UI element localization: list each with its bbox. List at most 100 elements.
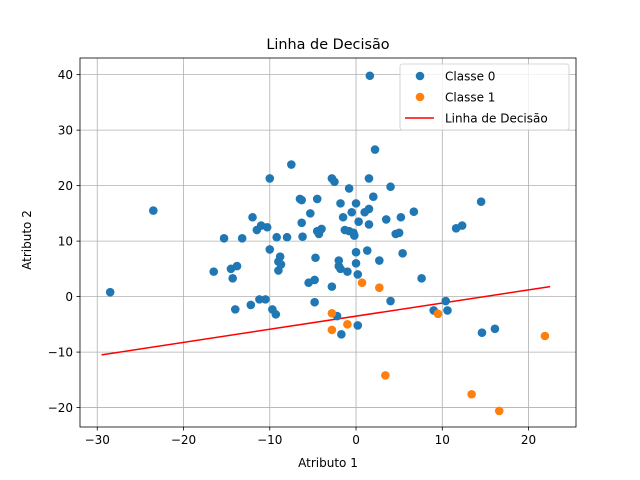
series-0-point xyxy=(477,328,487,337)
series-0-point xyxy=(353,270,363,279)
ticks: −30 −20 −10 0 10 20 −20 −10 0 10 20 30 40 xyxy=(48,68,537,447)
series-0-point xyxy=(310,275,319,285)
series-0-point xyxy=(365,71,375,81)
series-0-point xyxy=(364,220,374,229)
series-0-point xyxy=(375,256,384,265)
x-tick-label: −10 xyxy=(257,433,282,447)
x-tick-label: 20 xyxy=(521,433,536,447)
series-1-point xyxy=(327,308,337,318)
series-0-point xyxy=(336,264,345,274)
series-0-point xyxy=(246,300,256,310)
x-tick-label: −20 xyxy=(171,433,196,447)
decision-line-layer xyxy=(101,285,551,356)
series-0-point xyxy=(370,145,380,154)
series-1-point xyxy=(433,309,443,319)
series-0-point xyxy=(350,231,359,240)
series-1-point xyxy=(375,283,384,293)
series-0-point xyxy=(353,321,363,330)
legend-marker-1 xyxy=(415,92,425,102)
series-0-point xyxy=(312,194,322,204)
series-0-point xyxy=(149,206,158,215)
series-1-point xyxy=(343,320,352,329)
x-tick-label: −30 xyxy=(85,433,110,447)
chart-title: Linha de Decisão xyxy=(266,37,389,53)
series-0-point xyxy=(311,253,320,263)
series-0-point xyxy=(441,296,451,306)
series-1-point xyxy=(357,278,367,288)
series-0-point xyxy=(364,204,374,214)
legend-label-1: Classe 1 xyxy=(445,90,495,104)
series-0-point xyxy=(343,267,352,276)
series-0-point xyxy=(443,306,452,315)
series-0-point xyxy=(364,174,374,183)
series-0-point xyxy=(347,207,357,217)
series-0-point xyxy=(248,212,257,222)
y-tick-label: 40 xyxy=(58,68,73,82)
series-0-point xyxy=(396,212,406,222)
series-0-point xyxy=(330,177,339,187)
plot-frame xyxy=(79,57,577,428)
x-tick-label: 0 xyxy=(352,433,360,447)
y-axis-label: Atributo 2 xyxy=(20,210,34,270)
series-0-point xyxy=(230,305,240,314)
series-0-point xyxy=(275,252,285,261)
series-0-point xyxy=(394,228,404,238)
series-0-point xyxy=(398,249,407,258)
series-0-point xyxy=(265,245,275,254)
legend: Classe 0 Classe 1 Linha de Decisão xyxy=(399,63,570,131)
series-0-point xyxy=(287,160,296,169)
points-layer xyxy=(105,71,550,416)
series-0-point xyxy=(228,273,237,283)
series-0-point xyxy=(276,260,286,269)
series-0-point xyxy=(351,247,361,257)
series-0-point xyxy=(219,234,229,243)
series-0-point xyxy=(344,184,354,193)
series-0-point xyxy=(310,297,319,307)
series-0-point xyxy=(255,295,264,304)
series-0-point xyxy=(457,221,467,230)
series-0-point xyxy=(237,234,247,243)
series-0-point xyxy=(265,174,275,183)
series-0-point xyxy=(362,246,372,255)
y-tick-label: 10 xyxy=(58,234,73,248)
series-0-point xyxy=(317,224,326,234)
series-1-point xyxy=(494,406,504,416)
series-0-point xyxy=(336,199,345,208)
series-0-point xyxy=(337,330,346,339)
series-0-point xyxy=(354,217,363,226)
y-tick-label: −10 xyxy=(48,345,73,359)
x-axis-label: Atributo 1 xyxy=(298,456,358,470)
series-0-point xyxy=(381,215,391,224)
series-0-point xyxy=(351,259,361,268)
grid xyxy=(80,58,576,427)
y-tick-label: −20 xyxy=(48,401,73,415)
y-tick-label: 0 xyxy=(65,290,73,304)
series-0-point xyxy=(271,310,281,319)
series-0-point xyxy=(306,209,315,218)
series-1-point xyxy=(540,331,550,341)
legend-label-2: Linha de Decisão xyxy=(445,111,548,125)
series-0-point xyxy=(386,296,395,306)
series-0-point xyxy=(334,256,344,265)
series-0-point xyxy=(282,232,292,242)
series-0-point xyxy=(261,295,270,304)
series-0-point xyxy=(297,218,306,228)
series-0-point xyxy=(232,261,242,271)
legend-label-0: Classe 0 xyxy=(445,69,495,83)
y-tick-label: 20 xyxy=(58,179,73,193)
series-1-point xyxy=(381,371,390,380)
series-0-point xyxy=(327,282,337,291)
legend-box xyxy=(399,63,570,131)
series-0-point xyxy=(105,287,115,297)
series-0-point xyxy=(272,232,281,242)
series-0-point xyxy=(476,197,486,207)
series-0-point xyxy=(209,267,219,276)
series-0-point xyxy=(417,273,426,283)
series-0-point xyxy=(368,192,378,202)
series-0-point xyxy=(490,324,500,334)
decision-line xyxy=(101,285,551,356)
series-0-point xyxy=(338,212,348,222)
x-tick-label: 10 xyxy=(435,433,450,447)
series-1-point xyxy=(327,325,337,335)
